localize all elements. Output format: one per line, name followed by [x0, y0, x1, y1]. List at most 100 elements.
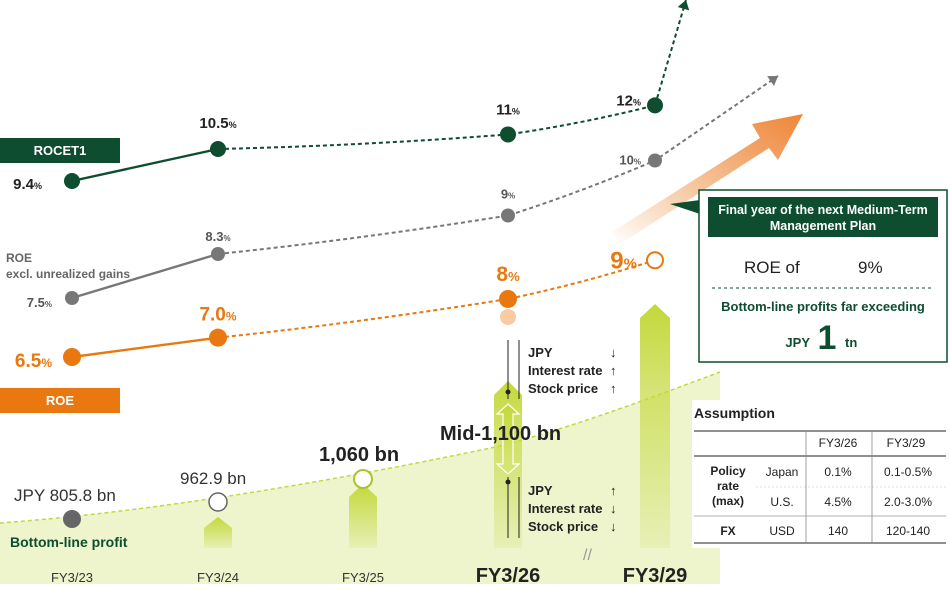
assumption-col2: FY3/29	[887, 436, 926, 450]
roe-value-label: 7.0%	[199, 305, 236, 326]
scenario-up-arrow3: ↑	[610, 381, 617, 396]
roe_ex-point	[65, 291, 79, 305]
rocet-trend-arrowhead	[677, 0, 690, 11]
callout-header-line1: Final year of the next Medium-Term	[718, 203, 928, 217]
scenario-up-row3: Stock price	[528, 381, 598, 396]
roe_ex-trend-arrowhead	[767, 76, 778, 87]
roe-label-tag	[0, 388, 120, 413]
roe_ex-point	[501, 208, 515, 223]
scenario-up-arrow2: ↑	[610, 363, 617, 378]
assumption-japan: Japan	[766, 465, 799, 479]
roe-marker-shadow	[500, 308, 516, 325]
rocet-segment-actual	[71, 147, 219, 183]
plan-callout: Final year of the next Medium-Term Manag…	[670, 189, 948, 363]
rocet-point	[500, 126, 516, 143]
roe-ex-label-line1: ROE	[6, 251, 32, 265]
roe_ex-value-label: 9%	[501, 187, 515, 202]
roe_ex-segment-forecast	[217, 75, 779, 255]
scenario-up-row1: JPY	[528, 345, 553, 360]
roe-point	[499, 289, 517, 308]
scenario-up-box: JPY Interest rate Stock price ↓ ↑ ↑	[505, 340, 617, 399]
rocet-value-label: 12%	[616, 92, 641, 109]
assumption-fx-v1: 140	[828, 524, 848, 538]
assumption-us: U.S.	[770, 495, 793, 509]
callout-profit-line: Bottom-line profits far exceeding	[721, 299, 925, 314]
roe_ex-value-label: 10%	[619, 153, 641, 168]
roe_ex-value-label: 8.3%	[205, 229, 230, 244]
profit-point	[353, 469, 373, 489]
callout-jpy: JPY	[785, 335, 810, 350]
rocet-point	[64, 173, 80, 189]
rocet-value-label: 11%	[496, 101, 520, 118]
roe_ex-segment-actual	[71, 252, 219, 300]
assumption-us-v2: 2.0-3.0%	[884, 495, 932, 509]
profit-value-label: 1,060 bn	[319, 444, 399, 466]
x-tick-label: FY3/24	[197, 570, 239, 584]
roe-point	[63, 348, 81, 366]
scenario-down-arrow1: ↑	[610, 483, 617, 498]
roe-value-label: 9%	[610, 247, 637, 274]
scenario-down-box: JPY Interest rate Stock price ↑ ↓ ↓	[505, 477, 617, 538]
roe-point	[646, 251, 664, 270]
profit-value-label: JPY 805.8 bn	[14, 486, 116, 505]
assumption-col1: FY3/26	[819, 436, 858, 450]
rocet-point	[647, 97, 663, 114]
scenario-down-arrow2: ↓	[610, 501, 617, 516]
assumption-policy-line2: rate	[717, 479, 739, 493]
assumption-table: Assumption FY3/26 FY3/29 Policy rate (ma…	[692, 400, 950, 548]
roe_ex-point	[648, 153, 662, 168]
profit-label: Bottom-line profit	[10, 534, 128, 550]
assumption-japan-v1: 0.1%	[824, 465, 852, 479]
scenario-down-row2: Interest rate	[528, 501, 602, 516]
scenario-up-arrow1: ↓	[610, 345, 617, 360]
profit-point	[208, 492, 228, 512]
x-tick-label: FY3/23	[51, 570, 93, 584]
profit-bar-fy25	[349, 484, 377, 548]
assumption-policy-line3: (max)	[712, 494, 744, 508]
callout-roe-value: 9%	[858, 258, 883, 277]
profit-curve	[0, 371, 721, 524]
scenario-down-arrow3: ↓	[610, 519, 617, 534]
roe-label: ROE	[46, 393, 75, 408]
rocet-segment-forecast	[217, 0, 687, 150]
callout-header-line2: Management Plan	[770, 219, 876, 233]
roe-target-arrow	[612, 114, 803, 244]
assumption-usd: USD	[769, 524, 795, 538]
axis-break-mark: //	[583, 547, 592, 564]
roe-value-label: 6.5%	[15, 351, 52, 372]
rocet-value-label: 9.4%	[13, 176, 42, 193]
roe-point	[209, 328, 227, 347]
roe-segment-forecast	[217, 259, 656, 339]
profit-bar-fy24	[204, 517, 232, 548]
roe_ex-point	[211, 247, 225, 261]
scenario-down-row3: Stock price	[528, 519, 598, 534]
callout-roe-label: ROE of	[744, 258, 800, 277]
rocet-value-label: 10.5%	[199, 115, 236, 132]
x-tick-label: FY3/25	[342, 570, 384, 584]
assumption-fx-v2: 120-140	[886, 524, 930, 538]
assumption-japan-v2: 0.1-0.5%	[884, 465, 932, 479]
scenario-down-row1: JPY	[528, 483, 553, 498]
profit-value-label: 962.9 bn	[180, 469, 246, 488]
assumption-fx: FX	[720, 524, 735, 538]
assumption-title: Assumption	[694, 405, 775, 421]
x-tick-label: FY3/26	[476, 565, 540, 584]
profit-point	[63, 510, 81, 528]
rocet-point	[210, 140, 226, 157]
assumption-us-v1: 4.5%	[824, 495, 852, 509]
assumption-policy-line1: Policy	[710, 464, 746, 478]
rocet-label: ROCET1	[34, 143, 87, 158]
callout-amount: 1	[818, 319, 837, 357]
roe-value-label: 8%	[496, 263, 520, 286]
callout-unit: tn	[845, 335, 857, 350]
roe_ex-value-label: 7.5%	[27, 295, 52, 310]
rocet-label-tag	[0, 138, 120, 163]
profit-range-arrow	[495, 403, 521, 475]
x-tick-label: FY3/29	[623, 565, 687, 584]
roe-segment-actual	[71, 336, 219, 359]
profit-value-label: Mid-1,100 bn	[440, 423, 561, 445]
profit-bar-fy29	[640, 304, 670, 548]
roe-ex-label-line2: excl. unrealized gains	[6, 267, 130, 281]
